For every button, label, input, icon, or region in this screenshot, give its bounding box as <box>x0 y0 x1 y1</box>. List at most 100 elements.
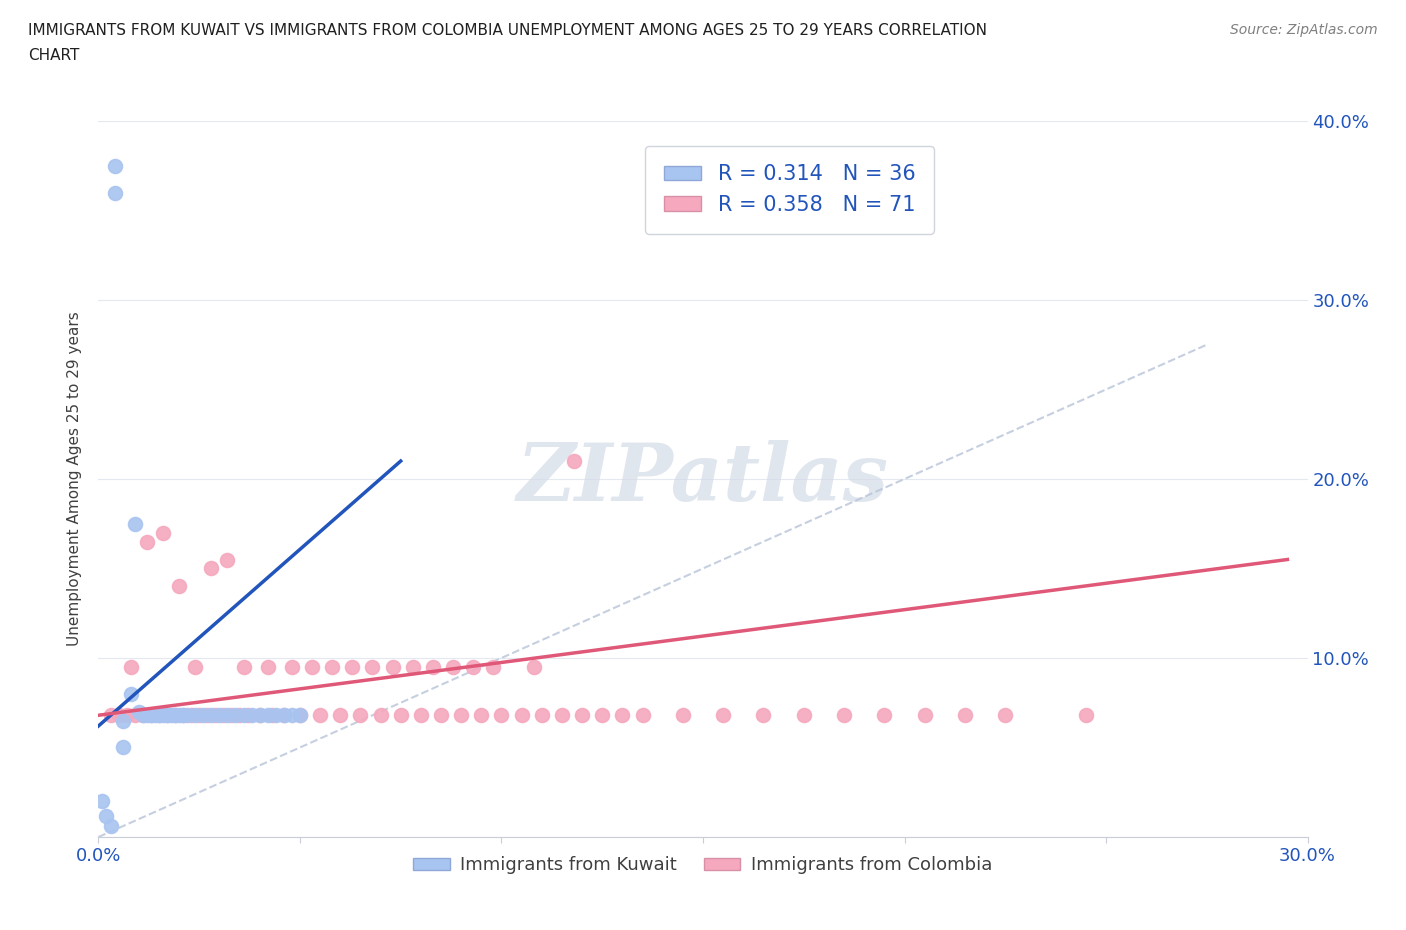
Point <box>156 708 179 723</box>
Point <box>124 708 146 723</box>
Point <box>530 708 553 723</box>
Point <box>256 708 278 723</box>
Point <box>91 794 114 809</box>
Point <box>510 708 533 723</box>
Point <box>273 708 295 723</box>
Point <box>132 708 155 723</box>
Point <box>217 552 239 567</box>
Point <box>111 713 134 728</box>
Point <box>288 708 311 723</box>
Point <box>184 708 207 723</box>
Point <box>100 818 122 833</box>
Point <box>167 708 190 723</box>
Point <box>221 708 243 723</box>
Point <box>281 708 304 723</box>
Point <box>441 659 464 674</box>
Point <box>288 708 311 723</box>
Point <box>208 708 231 723</box>
Point <box>914 708 936 723</box>
Point <box>143 708 166 723</box>
Point <box>120 686 142 701</box>
Point <box>180 708 202 723</box>
Point <box>152 708 174 723</box>
Point <box>236 708 259 723</box>
Point <box>232 708 254 723</box>
Point <box>672 708 695 723</box>
Point <box>228 708 250 723</box>
Point <box>260 708 283 723</box>
Point <box>204 708 226 723</box>
Point <box>232 659 254 674</box>
Point <box>994 708 1017 723</box>
Point <box>711 708 734 723</box>
Point <box>450 708 472 723</box>
Point <box>491 708 513 723</box>
Point <box>148 708 170 723</box>
Point <box>793 708 815 723</box>
Point <box>321 659 343 674</box>
Point <box>200 708 222 723</box>
Text: CHART: CHART <box>28 48 80 63</box>
Point <box>571 708 593 723</box>
Point <box>402 659 425 674</box>
Point <box>163 708 186 723</box>
Point <box>120 659 142 674</box>
Point <box>1074 708 1097 723</box>
Point <box>612 708 634 723</box>
Point <box>172 708 194 723</box>
Point <box>301 659 323 674</box>
Point <box>135 534 157 549</box>
Point <box>139 708 162 723</box>
Point <box>172 708 194 723</box>
Point <box>139 708 162 723</box>
Point <box>329 708 352 723</box>
Y-axis label: Unemployment Among Ages 25 to 29 years: Unemployment Among Ages 25 to 29 years <box>67 312 83 646</box>
Point <box>249 708 271 723</box>
Point <box>156 708 179 723</box>
Point <box>409 708 432 723</box>
Point <box>240 708 263 723</box>
Point <box>752 708 775 723</box>
Point <box>163 708 186 723</box>
Point <box>482 659 505 674</box>
Point <box>132 708 155 723</box>
Point <box>115 708 138 723</box>
Point <box>281 659 304 674</box>
Point <box>370 708 392 723</box>
Point <box>309 708 332 723</box>
Legend: Immigrants from Kuwait, Immigrants from Colombia: Immigrants from Kuwait, Immigrants from … <box>406 849 1000 882</box>
Text: Source: ZipAtlas.com: Source: ZipAtlas.com <box>1230 23 1378 37</box>
Point <box>256 659 278 674</box>
Point <box>381 659 404 674</box>
Point <box>148 708 170 723</box>
Point <box>160 708 183 723</box>
Point <box>167 578 190 594</box>
Point <box>224 708 246 723</box>
Point <box>212 708 235 723</box>
Point <box>562 454 585 469</box>
Point <box>523 659 546 674</box>
Text: ZIPatlas: ZIPatlas <box>517 440 889 518</box>
Point <box>361 659 384 674</box>
Point <box>103 185 125 200</box>
Point <box>463 659 485 674</box>
Point <box>873 708 896 723</box>
Point <box>124 516 146 531</box>
Text: IMMIGRANTS FROM KUWAIT VS IMMIGRANTS FROM COLOMBIA UNEMPLOYMENT AMONG AGES 25 TO: IMMIGRANTS FROM KUWAIT VS IMMIGRANTS FRO… <box>28 23 987 38</box>
Point <box>422 659 444 674</box>
Point <box>430 708 453 723</box>
Point <box>264 708 287 723</box>
Point <box>188 708 211 723</box>
Point <box>103 158 125 173</box>
Point <box>217 708 239 723</box>
Point <box>832 708 855 723</box>
Point <box>551 708 574 723</box>
Point <box>135 708 157 723</box>
Point <box>249 708 271 723</box>
Point <box>152 525 174 540</box>
Point <box>591 708 613 723</box>
Point <box>470 708 492 723</box>
Point <box>953 708 976 723</box>
Point <box>349 708 371 723</box>
Point <box>111 740 134 755</box>
